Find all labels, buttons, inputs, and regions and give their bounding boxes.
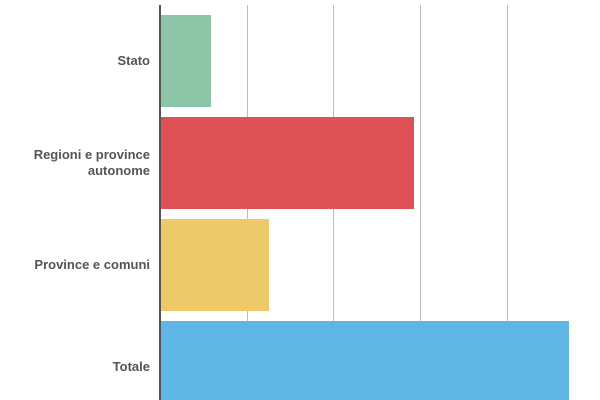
category-label-province: Province e comuni xyxy=(34,257,150,272)
gridline-4 xyxy=(507,5,508,400)
category-label-totale: Totale xyxy=(112,359,150,374)
category-label-regioni-line1: Regioni e province xyxy=(33,147,150,162)
bar-totale xyxy=(161,321,569,400)
category-label-regioni-line2: autonome xyxy=(87,163,150,178)
bar-province xyxy=(161,219,269,311)
y-axis-line xyxy=(159,5,161,400)
gridline-3 xyxy=(420,5,421,400)
category-label-stato: Stato xyxy=(117,53,151,68)
bar-regioni xyxy=(161,117,414,209)
category-label-regioni: Regioni e province autonome xyxy=(0,147,150,179)
bar-stato xyxy=(161,15,211,107)
